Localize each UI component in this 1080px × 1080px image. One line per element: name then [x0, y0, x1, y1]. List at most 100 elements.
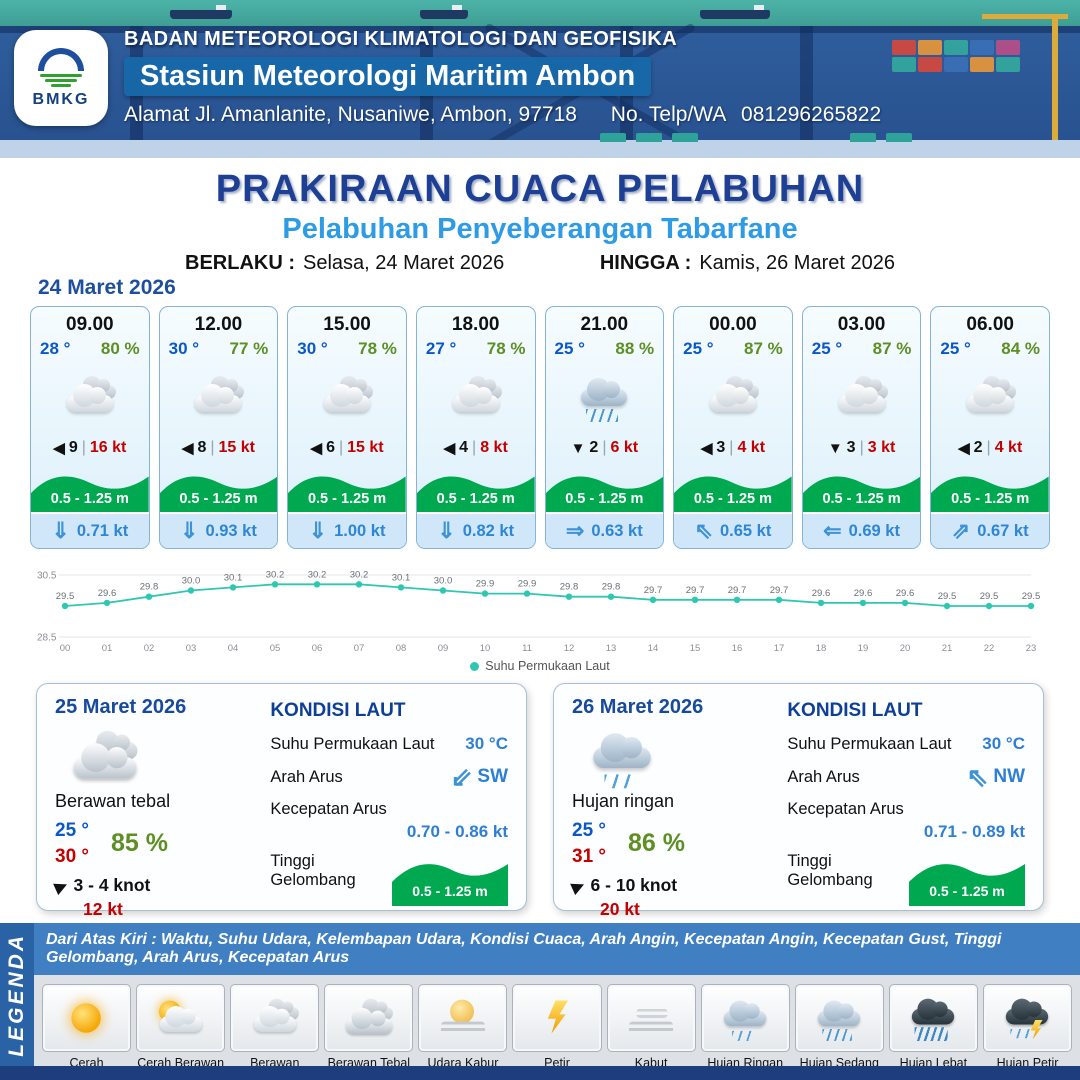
weather-icon — [315, 373, 379, 421]
wave-shape — [159, 476, 278, 512]
valid-from-value: Selasa, 24 Maret 2026 — [303, 252, 505, 274]
weather-icon — [528, 996, 587, 1040]
wave-height: 0.5 - 1.25 m — [693, 491, 773, 507]
wind-speed: 4 — [459, 439, 469, 456]
wave-shape — [545, 476, 664, 512]
wave-height-label: Tinggi Gelombang — [270, 852, 356, 889]
svg-text:29.7: 29.7 — [686, 585, 705, 596]
divider: | — [602, 439, 607, 456]
svg-text:06: 06 — [312, 643, 323, 654]
weather-icon — [245, 996, 304, 1040]
chart-legend: Suhu Permukaan Laut — [35, 659, 1045, 673]
hourly-forecast-card: 00.00 25 ° 87 % ◀ 3 | 4 kt 0.5 - 1.25 m ⇖ 0.6… — [673, 306, 793, 549]
station-address-line: Alamat Jl. Amanlanite, Nusaniwe, Ambon, … — [124, 103, 881, 127]
station-name: Stasiun Meteorologi Maritim Ambon — [124, 57, 652, 96]
wave-height: 0.5 - 1.25 m — [822, 491, 901, 507]
svg-text:11: 11 — [522, 643, 532, 654]
sst-line-chart: 30.5 28.5 29.5 00 29.6 01 29.8 02 30.0 03 30.1 04 30… — [37, 569, 1041, 654]
svg-text:13: 13 — [606, 643, 617, 654]
footer-strip — [0, 1066, 1080, 1080]
current-speed: 1.00 kt — [334, 521, 386, 540]
current-direction-icon: ⇓ — [51, 518, 70, 543]
svg-text:29.9: 29.9 — [518, 579, 537, 590]
humidity: 84 % — [1001, 339, 1040, 358]
current-speed: 0.63 kt — [591, 521, 643, 540]
legend-item: Hujan Lebat — [888, 984, 978, 1070]
weather-icon — [433, 996, 492, 1040]
current-speed-value: 0.70 - 0.86 kt — [406, 822, 508, 841]
air-temperature: 30 ° — [168, 339, 200, 358]
svg-text:30.2: 30.2 — [308, 569, 327, 580]
current-row: ⇓ 0.71 kt — [31, 512, 149, 548]
wave-height: 0.5 - 1.25 m — [179, 491, 258, 507]
agency-name: BADAN METEOROLOGI KLIMATOLOGI DAN GEOFIS… — [124, 28, 678, 50]
current-row: ⇐ 0.69 kt — [802, 512, 921, 548]
svg-text:29.5: 29.5 — [1022, 591, 1041, 602]
phone-label: No. Telp/WA — [610, 103, 726, 126]
min-temperature: 25 ° — [572, 820, 607, 841]
hourly-forecast-card: 18.00 27 ° 78 % ◀ 4 | 8 kt 0.5 - 1.25 m ⇓ 0.8… — [415, 306, 536, 549]
current-speed: 0.67 kt — [977, 521, 1029, 540]
wind-speed: 3 — [716, 439, 726, 456]
wave-band: 0.5 - 1.25 m — [31, 466, 149, 512]
max-temperature: 31 ° — [572, 845, 607, 867]
wave-height-graphic: 0.5 - 1.25 m — [391, 852, 508, 906]
wind-speed: 8 — [197, 439, 207, 456]
legend-item: Berawan Tebal — [324, 984, 414, 1070]
wave-shape — [31, 476, 149, 512]
svg-text:29.8: 29.8 — [140, 582, 159, 593]
weather-icon — [65, 727, 145, 787]
svg-text:05: 05 — [270, 643, 281, 654]
wave-height: 0.5 - 1.25 m — [436, 491, 515, 507]
svg-text:07: 07 — [354, 643, 365, 654]
bmkg-logo-lines-icon — [40, 73, 82, 87]
wave-band: 0.5 - 1.25 m — [931, 466, 1049, 512]
current-speed-label: Kecepatan Arus — [787, 800, 904, 818]
hourly-forecast-card: 21.00 25 ° 88 % ▼ 2 | 6 kt 0.5 - 1.25 m ⇒ 0.6… — [544, 306, 665, 549]
valid-from-label: BERLAKU : — [185, 252, 296, 274]
svg-text:21: 21 — [942, 643, 953, 654]
page-title: PRAKIRAAN CUACA PELABUHAN — [215, 168, 865, 210]
wave-shape — [391, 864, 508, 906]
bmkg-logo: BMKG — [14, 30, 108, 126]
wind-gust: 12 kt — [83, 899, 123, 920]
legend-item: Udara Kabur — [418, 984, 508, 1070]
forecast-time: 12.00 — [194, 314, 243, 335]
current-direction-icon: ⇓ — [308, 518, 328, 543]
wave-height: 0.5 - 1.25 m — [565, 491, 644, 507]
divider: | — [210, 439, 215, 456]
legend-item: Hujan Petir — [982, 984, 1073, 1070]
svg-text:18: 18 — [816, 643, 827, 654]
weather-icon — [810, 996, 869, 1041]
forecast-time: 09.00 — [66, 314, 114, 335]
svg-text:29.7: 29.7 — [728, 585, 747, 596]
current-direction-icon: ⇙ — [450, 762, 473, 792]
current-speed-label: Kecepatan Arus — [270, 800, 387, 818]
weather-icon — [151, 996, 210, 1040]
weather-icon — [58, 373, 122, 421]
svg-text:29.9: 29.9 — [476, 579, 495, 590]
wind-direction-icon: ▼ — [827, 439, 843, 457]
current-row: ⇓ 0.82 kt — [416, 512, 535, 548]
weather-icon — [572, 373, 636, 422]
min-temperature: 25 ° — [55, 820, 90, 841]
weather-icon — [701, 373, 765, 421]
legend-item: Hujan Ringan — [700, 984, 790, 1070]
wind-direction-icon: ◀ — [181, 440, 194, 457]
divider: | — [859, 439, 864, 456]
legend-item: Petir — [512, 984, 602, 1070]
wind-gust: 4 kt — [737, 439, 766, 456]
divider: | — [472, 439, 477, 456]
svg-text:29.8: 29.8 — [560, 582, 579, 593]
wind-gust: 3 kt — [867, 439, 896, 456]
svg-text:10: 10 — [480, 643, 491, 654]
terminal-floor-graphic — [0, 140, 1080, 158]
svg-text:30.5: 30.5 — [37, 571, 57, 582]
svg-text:22: 22 — [984, 643, 995, 654]
wind-gust: 15 kt — [347, 439, 384, 456]
svg-text:29.6: 29.6 — [854, 588, 873, 599]
air-temperature: 27 ° — [425, 339, 457, 358]
current-direction-icon: ⇒ — [565, 518, 585, 543]
max-temperature: 30 ° — [55, 845, 90, 867]
wind-speed: 9 — [68, 439, 78, 456]
